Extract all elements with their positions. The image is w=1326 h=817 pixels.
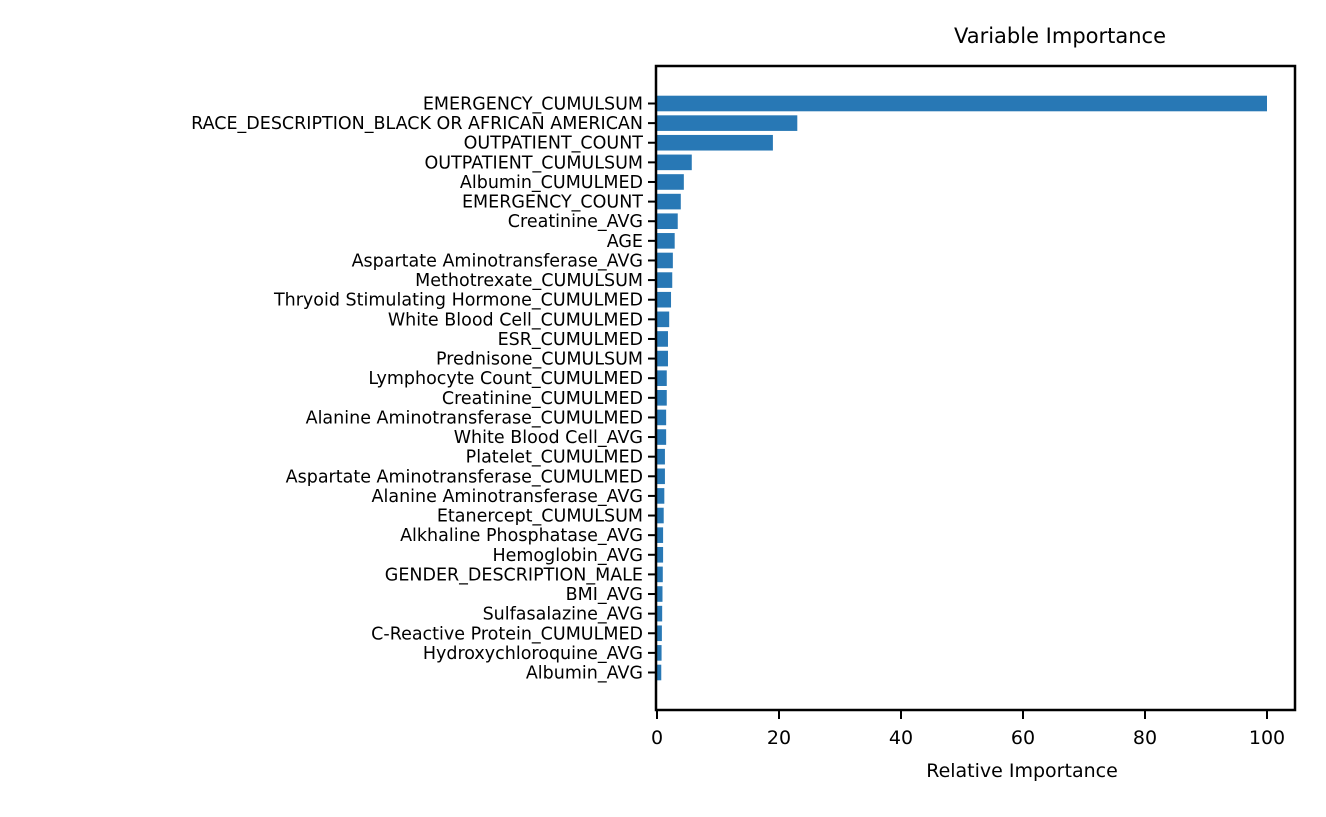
plot-border: [654, 64, 1297, 712]
bar: [657, 213, 678, 230]
bar: [657, 174, 684, 190]
y-tick-label: Lymphocyte Count_CUMULMED: [368, 369, 643, 389]
y-tick-label: AGE: [607, 232, 643, 252]
y-tick-label: Prednisone_CUMULSUM: [436, 350, 643, 370]
bar: [657, 586, 663, 602]
bar: [657, 468, 665, 485]
bar: [657, 193, 681, 210]
bar: [657, 527, 664, 543]
x-axis-label: Relative Importance: [926, 760, 1118, 782]
y-tick-label: OUTPATIENT_CUMULSUM: [425, 153, 643, 173]
y-tick-label: Platelet_CUMULMED: [466, 448, 643, 468]
y-tick-label: Alkhaline Phosphatase_AVG: [400, 526, 643, 546]
bar: [657, 311, 670, 328]
y-tick-label: C-Reactive Protein_CUMULMED: [371, 624, 643, 644]
y-tick-label: EMERGENCY_CUMULSUM: [423, 95, 643, 115]
bar: [657, 233, 675, 249]
bar: [657, 370, 667, 386]
chart-title: Variable Importance: [953, 24, 1167, 48]
y-tick-label: White Blood Cell_CUMULMED: [388, 310, 643, 330]
bar: [657, 605, 663, 622]
bar: [657, 409, 667, 426]
bar: [657, 429, 667, 445]
bar: [657, 252, 673, 269]
y-tick-label: OUTPATIENT_COUNT: [464, 134, 644, 154]
bar: [657, 331, 668, 347]
x-tick-label: 100: [1249, 727, 1285, 749]
y-tick-label: BMI_AVG: [566, 585, 643, 605]
x-tick-label: 60: [1011, 727, 1035, 749]
y-tick-label: EMERGENCY_COUNT: [462, 193, 643, 213]
bar: [657, 546, 664, 563]
y-tick-label: Methotrexate_CUMULSUM: [415, 271, 643, 291]
bar: [657, 291, 672, 308]
bar: [657, 115, 798, 131]
y-tick-label: White Blood Cell_AVG: [454, 428, 643, 448]
y-tick-label: Hydroxychloroquine_AVG: [423, 644, 643, 664]
y-tick-label: Aspartate Aminotransferase_CUMULMED: [286, 467, 643, 487]
y-tick-label: GENDER_DESCRIPTION_MALE: [385, 565, 643, 585]
y-tick-label: Etanercept_CUMULSUM: [437, 507, 643, 527]
y-tick-label: Aspartate Aminotransferase_AVG: [352, 251, 643, 271]
bar: [657, 154, 692, 171]
y-tick-label: Thryoid Stimulating Hormone_CUMULMED: [273, 291, 643, 311]
bar: [657, 507, 664, 524]
y-tick-label: Albumin_AVG: [526, 664, 643, 684]
bar: [657, 350, 668, 367]
x-tick-label: 80: [1133, 727, 1157, 749]
bar: [657, 488, 665, 504]
y-tick-label: Creatinine_CUMULMED: [442, 389, 643, 409]
y-tick-label: Alanine Aminotransferase_AVG: [372, 487, 643, 507]
bar: [657, 390, 667, 406]
bar: [657, 645, 662, 661]
bar: [657, 664, 662, 681]
bar: [657, 95, 1267, 112]
x-tick-label: 20: [767, 727, 791, 749]
y-tick-label: Alanine Aminotransferase_CUMULMED: [306, 408, 643, 428]
bar: [657, 625, 662, 642]
bar: [657, 448, 665, 465]
bar: [657, 566, 663, 583]
y-tick-label: RACE_DESCRIPTION_BLACK OR AFRICAN AMERIC…: [191, 114, 643, 134]
bar: [657, 134, 773, 151]
x-tick-label: 40: [889, 727, 913, 749]
y-tick-label: ESR_CUMULMED: [498, 330, 643, 350]
y-tick-label: Sulfasalazine_AVG: [483, 605, 643, 625]
bar: [657, 272, 673, 288]
y-tick-label: Albumin_CUMULMED: [460, 173, 643, 193]
y-tick-label: Creatinine_AVG: [508, 212, 643, 232]
y-tick-label: Hemoglobin_AVG: [492, 546, 643, 566]
x-tick-label: 0: [651, 727, 663, 749]
